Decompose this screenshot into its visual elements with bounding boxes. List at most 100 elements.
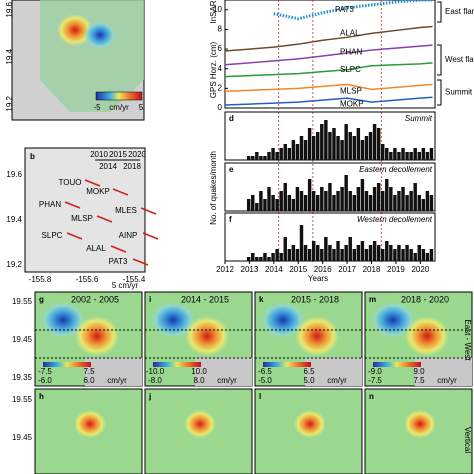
quake-bar — [311, 191, 316, 211]
quake-bar — [344, 245, 348, 261]
group-label: West flank — [445, 55, 474, 64]
panel-label: b — [30, 152, 35, 161]
panel-label: n — [369, 392, 374, 401]
station-label: PHAN — [39, 200, 61, 209]
panel-label: f — [229, 215, 232, 224]
land-mask — [85, 358, 142, 386]
colorbar-unit: cm/yr — [437, 376, 457, 385]
quake-bar — [295, 187, 300, 211]
insar-panel — [144, 388, 253, 474]
colorbar — [43, 362, 91, 367]
quake-bar — [372, 124, 377, 160]
y-tick-label: 19.6 — [6, 170, 22, 179]
quake-bar — [393, 249, 397, 261]
panel-label: k — [259, 295, 264, 304]
series-label: ALAL — [340, 29, 360, 38]
quake-bar — [275, 152, 279, 160]
colorbar-label: -7.5 — [38, 367, 52, 376]
colorbar-label: 7.5 — [413, 376, 425, 385]
quake-bar — [360, 179, 365, 211]
x-axis-label: Years — [308, 274, 328, 283]
station-label: ALAL — [86, 244, 106, 253]
x-tick-label: 2012 — [216, 265, 234, 274]
quake-bar — [376, 128, 381, 160]
gps-vector — [84, 179, 101, 187]
quake-bar — [307, 179, 312, 211]
quake-bar — [251, 195, 255, 211]
series-label: SLPC — [340, 65, 361, 74]
bracket — [437, 79, 442, 106]
x-tick-label: 2018 — [363, 265, 381, 274]
quake-bar — [259, 156, 263, 160]
uplift — [75, 316, 119, 356]
quake-bar — [336, 136, 340, 160]
quake-bar — [332, 195, 336, 211]
gps-line — [273, 0, 433, 21]
quake-bar — [376, 183, 381, 211]
quake-bar — [295, 249, 300, 261]
quake-bar — [340, 187, 344, 211]
quake-bar — [324, 191, 328, 211]
uplift — [405, 316, 449, 356]
subsidence — [151, 302, 195, 338]
quake-bar — [320, 187, 324, 211]
quake-bar — [328, 132, 332, 160]
uplift — [74, 410, 106, 438]
quake-bar — [348, 191, 352, 211]
quake-bar — [279, 191, 283, 211]
quake-bar — [401, 187, 405, 211]
quake-bar — [324, 120, 328, 160]
quake-bar — [332, 249, 336, 261]
quake-bar — [389, 152, 393, 160]
colorbar-label: 6.0 — [83, 376, 95, 385]
quake-bar — [299, 225, 304, 261]
gps-line — [224, 62, 433, 78]
group-label: East flank — [445, 7, 474, 16]
quake-bar — [413, 253, 417, 261]
colorbar-label: cm/yr — [109, 103, 129, 112]
quake-bar — [271, 253, 275, 261]
quake-bar — [287, 148, 292, 160]
quake-bar — [352, 195, 357, 211]
x-tick-label: -155.8 — [29, 275, 52, 284]
quake-bar — [405, 152, 409, 160]
quake-bar — [409, 191, 413, 211]
panel-label: h — [39, 392, 44, 401]
quake-bar — [348, 132, 352, 160]
time-label: 2020 — [128, 150, 146, 159]
gps-line — [224, 83, 433, 93]
quake-bar — [246, 199, 251, 211]
land-mask — [305, 358, 362, 386]
quake-bar — [389, 245, 393, 261]
quake-bar — [385, 179, 389, 211]
colorbar — [263, 362, 311, 367]
panel-label: i — [149, 295, 151, 304]
gps-vector — [66, 232, 83, 240]
gps-vector — [132, 258, 149, 266]
y-tick-label: 4 — [218, 64, 223, 73]
quake-bar — [360, 241, 365, 261]
y-tick-label: 10 — [213, 5, 222, 14]
quake-bar — [287, 249, 292, 261]
colorbar — [153, 362, 201, 367]
panel-title: Eastern decollement — [359, 165, 433, 174]
y-axis-label: No. of quakes/month — [209, 151, 218, 225]
quake-bar — [283, 144, 287, 160]
y-tick-label: 0 — [218, 103, 223, 112]
quake-bar — [413, 183, 417, 211]
quake-bar — [380, 249, 385, 261]
quake-bar — [271, 195, 275, 211]
gps-line — [224, 25, 433, 52]
gps-vector — [64, 201, 81, 209]
gps-frame — [224, 0, 436, 109]
x-tick-label: 2017 — [338, 265, 356, 274]
colorbar-label: -5 — [93, 103, 101, 112]
uplift — [294, 410, 326, 438]
series-label: PAT3 — [335, 5, 354, 14]
quake-bar — [283, 237, 287, 261]
quake-bar — [385, 241, 389, 261]
uplift — [185, 316, 229, 356]
quake-bar — [360, 140, 365, 160]
quake-bar — [295, 144, 300, 160]
